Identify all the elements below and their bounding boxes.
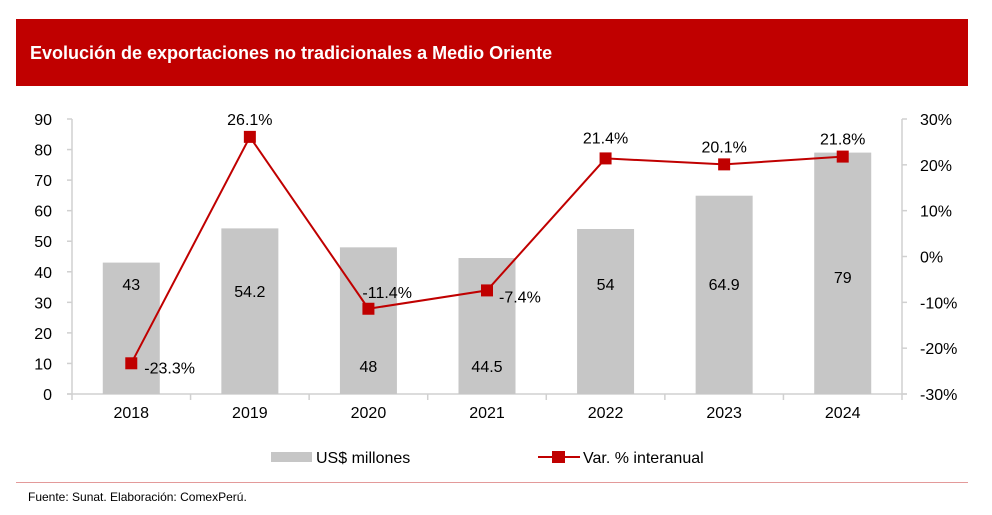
- line-marker: [125, 357, 138, 370]
- line-data-label: -11.4%: [362, 285, 412, 302]
- bar-data-label: 43: [122, 277, 140, 294]
- chart-title: Evolución de exportaciones no tradiciona…: [30, 43, 553, 63]
- line-marker: [599, 152, 612, 165]
- axes: 0 10 20 30 40 50 60 70 80 90 -30% -20% -10% 0% 10% 20% 3…: [34, 112, 957, 422]
- y-left-tick-label: 60: [34, 204, 52, 221]
- y-right-tick-label: 30%: [920, 112, 952, 129]
- chart-title-bar: Evolución de exportaciones no tradiciona…: [16, 19, 968, 86]
- y-left-tick-label: 10: [34, 356, 52, 373]
- line-marker: [243, 130, 256, 143]
- bar-data-label: 44.5: [471, 359, 502, 376]
- bar-data-label: 54: [597, 277, 615, 294]
- x-tick-label: 2021: [469, 405, 505, 422]
- bar: [339, 247, 397, 394]
- bar: [577, 229, 635, 394]
- x-tick-label: 2018: [113, 405, 149, 422]
- x-tick-label: 2024: [825, 405, 861, 422]
- bar: [814, 152, 872, 394]
- bar: [695, 195, 753, 394]
- x-tick-label: 2020: [351, 405, 387, 422]
- legend-bar-label: US$ millones: [316, 450, 410, 467]
- y-right-tick-label: -20%: [920, 341, 957, 358]
- legend-bar-swatch: [271, 452, 312, 462]
- bar-data-label: 64.9: [709, 277, 740, 294]
- bar: [458, 258, 516, 394]
- source-note: Fuente: Sunat. Elaboración: ComexPerú.: [28, 490, 247, 504]
- y-right-tick-label: -10%: [920, 295, 957, 312]
- legend-line-marker: [552, 451, 565, 463]
- line-marker: [836, 150, 849, 163]
- y-right-tick-label: -30%: [920, 387, 957, 404]
- bar-data-label: 48: [360, 359, 378, 376]
- y-left-tick-label: 70: [34, 173, 52, 190]
- bars: 43 54.2 48 44.5 54 64.9 79: [102, 152, 872, 394]
- bar-data-label: 79: [834, 270, 852, 287]
- legend-line-label: Var. % interanual: [583, 450, 704, 467]
- bar-data-label: 54.2: [234, 284, 265, 301]
- y-right-tick-label: 0%: [920, 250, 943, 267]
- line-marker: [718, 158, 731, 171]
- y-right-tick-label: 10%: [920, 204, 952, 221]
- line-data-label: 26.1%: [227, 112, 272, 129]
- y-left-tick-label: 50: [34, 234, 52, 251]
- x-tick-label: 2023: [706, 405, 742, 422]
- y-left-tick-label: 30: [34, 295, 52, 312]
- line-data-label: 20.1%: [701, 139, 746, 156]
- x-tick-label: 2022: [588, 405, 624, 422]
- y-left-tick-label: 0: [43, 387, 52, 404]
- line-data-label: -7.4%: [499, 289, 541, 306]
- line-series: -23.3% 26.1% -11.4% -7.4% 21.4% 20.1% 21.8%: [125, 112, 865, 377]
- line-marker: [481, 284, 493, 297]
- y-left-tick-label: 20: [34, 326, 52, 343]
- line-data-label: -23.3%: [144, 360, 195, 377]
- line-marker: [362, 302, 375, 315]
- x-tick-label: 2019: [232, 405, 268, 422]
- y-left-tick-label: 40: [34, 265, 52, 282]
- y-left-tick-label: 80: [34, 143, 52, 160]
- bar: [221, 228, 279, 394]
- legend: US$ millones Var. % interanual: [271, 450, 704, 467]
- y-right-tick-label: 20%: [920, 158, 952, 175]
- line-data-label: 21.4%: [583, 130, 628, 147]
- footer-divider: [16, 482, 968, 483]
- line-data-label: 21.8%: [820, 132, 865, 149]
- y-left-tick-label: 90: [34, 112, 52, 129]
